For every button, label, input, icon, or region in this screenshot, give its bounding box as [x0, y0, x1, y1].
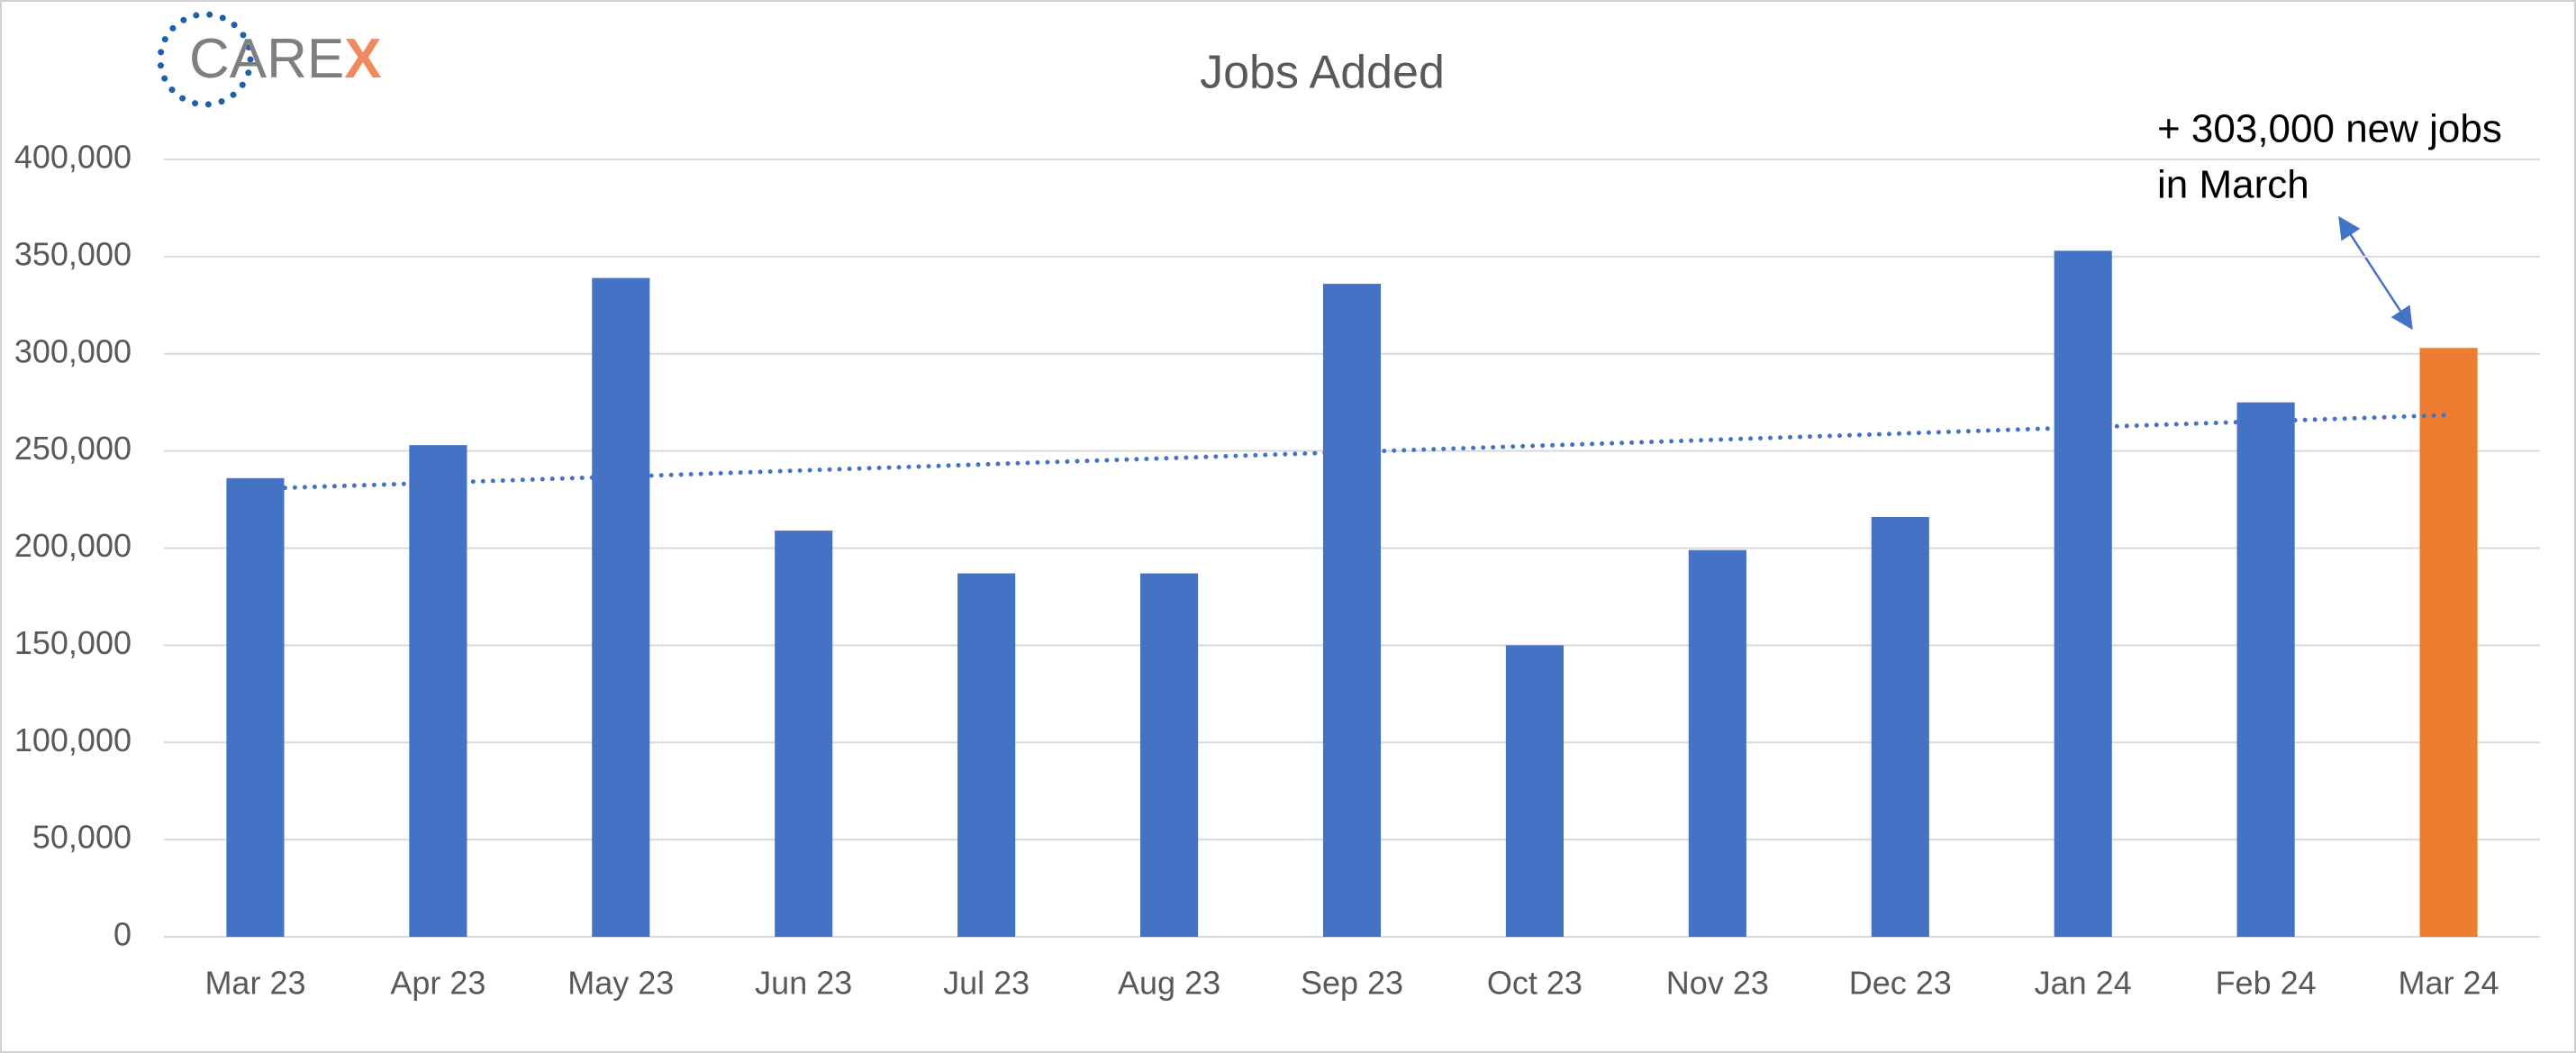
- logo: CAREX: [189, 28, 382, 90]
- x-tick-label: Oct 23: [1487, 965, 1583, 1002]
- x-tick-label: Apr 23: [390, 965, 485, 1002]
- y-tick-label: 100,000: [14, 722, 132, 758]
- y-tick-label: 150,000: [14, 624, 132, 661]
- bar: [1322, 284, 1382, 938]
- y-tick-label: 0: [113, 916, 132, 953]
- annotation: + 303,000 new jobs: [2157, 107, 2502, 151]
- bar: [2419, 348, 2478, 938]
- bar: [1688, 549, 1746, 937]
- bar: [226, 477, 285, 937]
- annotation: in March: [2157, 163, 2309, 207]
- bar: [409, 445, 467, 938]
- bar: [592, 277, 650, 937]
- bar: [775, 531, 833, 937]
- x-tick-label: Dec 23: [1849, 965, 1952, 1002]
- x-tick-label: Feb 24: [2216, 965, 2317, 1002]
- bar: [1140, 573, 1199, 937]
- trend-line: [252, 413, 2452, 492]
- bar: [2236, 402, 2295, 937]
- bar: [1871, 516, 1929, 937]
- bar: [1505, 645, 1564, 937]
- x-tick-label: Jul 23: [943, 965, 1029, 1002]
- y-tick-label: 200,000: [14, 527, 132, 564]
- y-tick-label: 400,000: [14, 139, 132, 176]
- x-tick-label: Mar 23: [204, 965, 305, 1002]
- chart-title: Jobs Added: [1200, 47, 1445, 99]
- x-tick-label: Jan 24: [2035, 965, 2132, 1002]
- x-tick-label: Jun 23: [755, 965, 852, 1002]
- y-tick-label: 300,000: [14, 332, 132, 369]
- x-tick-label: Aug 23: [1118, 965, 1220, 1002]
- y-tick-label: 250,000: [14, 430, 132, 467]
- x-tick-label: Mar 24: [2399, 965, 2499, 1002]
- logo-ring: [157, 11, 254, 108]
- x-tick-label: Sep 23: [1301, 965, 1403, 1002]
- x-tick-label: Nov 23: [1666, 965, 1769, 1002]
- x-tick-label: May 23: [567, 965, 674, 1002]
- bar: [957, 573, 1016, 937]
- y-tick-label: 50,000: [32, 819, 132, 856]
- y-tick-label: 350,000: [14, 235, 132, 272]
- logo-text: CARE: [189, 28, 344, 90]
- bar: [2054, 250, 2112, 938]
- logo-accent: X: [344, 28, 381, 90]
- annotation-arrow: [2338, 215, 2413, 331]
